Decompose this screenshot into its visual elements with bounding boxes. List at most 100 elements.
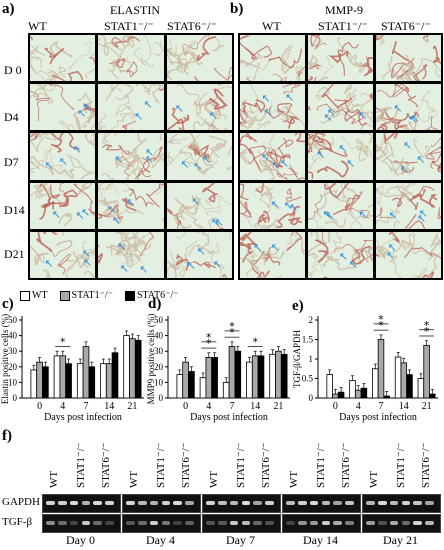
tissue-fiber [30, 133, 40, 142]
tissue-fiber [129, 188, 155, 207]
tissue-fiber [252, 57, 285, 81]
tissue-fiber [66, 154, 92, 173]
tissue-fiber [34, 73, 57, 82]
gel-lane-label: STAT1⁻/⁻ [394, 442, 407, 488]
tissue-fiber [346, 91, 364, 114]
arrow-icon: ↖ [387, 241, 397, 255]
tissue-fiber [422, 35, 430, 43]
legend-label-stat1: STAT1⁻/⁻ [71, 290, 113, 301]
gel-band [105, 501, 114, 505]
tissue-fiber [100, 35, 112, 56]
bar-wt [222, 382, 230, 399]
gel-band [401, 521, 411, 525]
tissue-fiber [266, 218, 279, 229]
gel-band [206, 501, 215, 505]
micrograph-cell: ↖ ↖ ↖ [98, 133, 164, 180]
x-tick-label: 4 [356, 401, 361, 412]
row-label-d4: D4 [4, 110, 19, 124]
tissue-fiber [308, 106, 311, 123]
tissue-fiber [392, 239, 414, 252]
tissue-fiber [345, 53, 365, 74]
gel-lane-label: WT [288, 470, 300, 488]
arrow-icon: ↖ [107, 202, 117, 216]
tissue-fiber [345, 190, 363, 211]
gel-band [366, 501, 375, 505]
tissue-fiber [332, 182, 361, 200]
bar-stat6 [337, 391, 345, 399]
micrograph-cell: ↖ ↖ ↖ [376, 84, 441, 131]
gel-band [297, 501, 307, 505]
tissue-fiber [175, 231, 186, 239]
bar-wt [30, 369, 38, 399]
bar-stat1 [377, 339, 385, 399]
tissue-fiber [174, 194, 199, 215]
tissue-texture [30, 84, 96, 131]
tissue-fiber [255, 268, 269, 278]
tissue-fiber [166, 39, 173, 57]
arrow-icon: ↖ [75, 208, 85, 222]
arrow-icon: ↖ [208, 108, 218, 122]
tissue-fiber [42, 84, 58, 92]
tissue-fiber [308, 133, 320, 148]
tissue-fiber [316, 160, 349, 178]
tissue-fiber [175, 253, 188, 271]
x-tick-label: 14 [399, 401, 409, 412]
y-tick-label: 0.5 [302, 374, 314, 384]
gel-lane-label: STAT6⁻/⁻ [340, 442, 353, 488]
tissue-fiber [109, 112, 137, 131]
arrow-icon: ↖ [285, 90, 295, 104]
tissue-fiber [48, 146, 75, 173]
tissue-fiber [255, 186, 271, 218]
tissue-fiber [173, 195, 201, 218]
gel-row-label-gapdh: GAPDH [2, 496, 40, 508]
tissue-fiber [288, 216, 303, 225]
micrograph-cell [240, 35, 305, 82]
arrow-icon: ↖ [81, 246, 92, 260]
tissue-fiber [143, 35, 146, 37]
bar-stat6 [188, 371, 195, 399]
tissue-fiber [159, 133, 163, 142]
tissue-fiber [363, 57, 373, 77]
x-tick-label: 4 [206, 401, 211, 412]
tissue-fiber [166, 207, 178, 216]
arrow-icon: ↖ [186, 259, 197, 273]
arrow-icon: ↖ [348, 257, 358, 271]
bar-stat1 [354, 389, 362, 399]
tissue-fiber [280, 106, 305, 131]
tissue-texture [308, 182, 373, 229]
micrograph-cell: ↖ ↖ [308, 231, 373, 278]
tissue-fiber [361, 133, 373, 145]
legend-swatch-wt [20, 290, 30, 301]
arrow-icon: ↖ [201, 152, 212, 166]
gel-band [126, 521, 135, 525]
panel-f-letter: f) [2, 428, 12, 444]
tissue-texture [98, 35, 164, 80]
tissue-fiber [208, 136, 226, 163]
micrograph-cell: ↖ ↖ ↖ [98, 231, 164, 278]
arrow-icon: ↖ [213, 258, 223, 272]
tissue-fiber [102, 133, 118, 145]
tissue-fiber [244, 108, 269, 130]
gel-lane-label: STAT6⁻/⁻ [260, 442, 273, 488]
panel-b-col-stat6: STAT6⁻/⁻ [381, 19, 431, 33]
gel-band [309, 521, 319, 525]
arrow-icon: ↖ [338, 142, 348, 156]
tissue-fiber [192, 203, 221, 216]
tissue-fiber [376, 245, 389, 261]
tissue-fiber [143, 146, 164, 173]
tissue-fiber [121, 35, 136, 48]
arrow-icon: ↖ [214, 215, 224, 229]
tissue-fiber [383, 133, 398, 145]
arrow-icon: ↖ [416, 152, 426, 166]
tissue-fiber [311, 136, 335, 163]
tissue-fiber [334, 239, 373, 253]
row-label-d21: D21 [4, 247, 25, 261]
tissue-fiber [132, 154, 141, 180]
y-axis-label: Elastin positive cells (%) [0, 314, 10, 404]
bar-stat6 [111, 352, 119, 399]
tissue-fiber [149, 41, 164, 57]
gel-band [377, 501, 387, 505]
arrow-icon: ↖ [139, 263, 149, 277]
tissue-fiber [318, 55, 334, 82]
